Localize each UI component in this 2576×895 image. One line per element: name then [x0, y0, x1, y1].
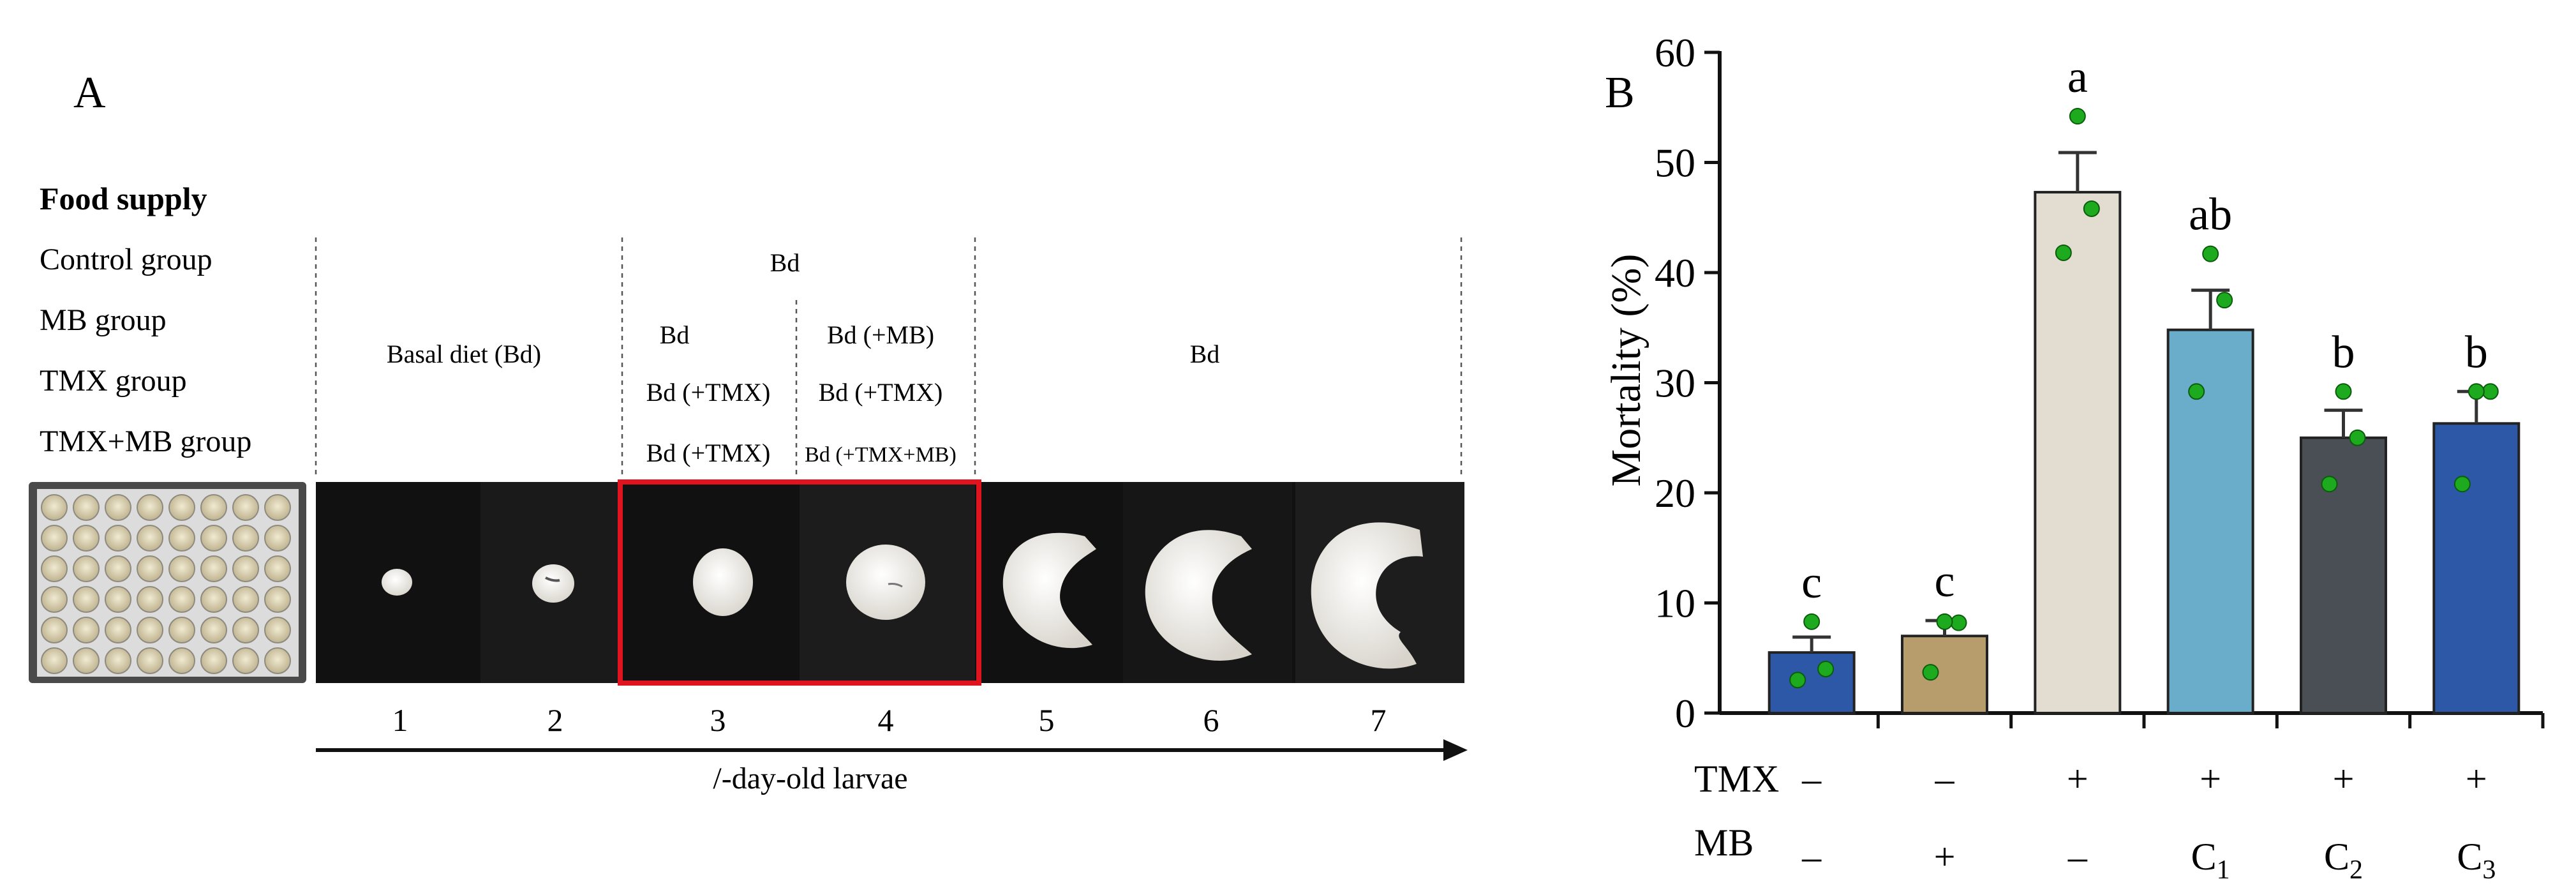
y-tick-label: 0 [1675, 691, 1695, 736]
day-label-7: 7 [1371, 702, 1387, 738]
y-tick-label: 50 [1655, 140, 1695, 186]
bar [1768, 651, 1856, 714]
panel-a: A Food supply Control group MB group TMX… [29, 68, 1468, 795]
bar [1901, 635, 1988, 714]
data-point [2453, 476, 2471, 493]
data-point [2482, 383, 2499, 400]
timeline-label: /-day-old larvae [713, 762, 907, 795]
factor-row-label: TMX [1694, 758, 1779, 800]
timeline-arrow [316, 739, 1468, 761]
data-point [2188, 383, 2205, 400]
phase3-label: Bd [1190, 340, 1220, 368]
data-point [1789, 672, 1806, 689]
phase2-col4-mb: Bd (+MB) [827, 320, 934, 349]
data-point [2216, 292, 2233, 309]
phase1-label: Basal diet (Bd) [387, 340, 541, 368]
group-label-tmx: TMX group [40, 364, 187, 398]
larva-day2 [532, 564, 574, 603]
larva-day1 [382, 569, 412, 596]
day-label-3: 3 [710, 702, 726, 738]
y-tick-label: 30 [1655, 361, 1695, 406]
phase2-col3-tmx: Bd (+TMX) [646, 378, 771, 407]
factor-sign: C1 [2191, 836, 2230, 885]
y-tick-label: 60 [1655, 30, 1695, 75]
data-point [1936, 613, 1953, 630]
bar [2034, 191, 2122, 714]
y-axis-title: Mortality (%) [1603, 254, 1649, 487]
factor-sign: + [2200, 758, 2221, 800]
factor-sign: + [1934, 836, 1956, 878]
group-label-control: Control group [40, 243, 212, 276]
larva-day3 [693, 548, 753, 616]
food-supply-header: Food supply [40, 181, 207, 216]
phase-separators [315, 237, 1463, 476]
factor-row-label: MB [1694, 822, 1753, 864]
phase2-col3-control: Bd [660, 320, 690, 349]
data-point [2055, 244, 2072, 261]
data-point [1922, 664, 1939, 681]
significance-letter: c [1801, 557, 1822, 608]
factor-sign: – [2067, 836, 2088, 878]
day-label-6: 6 [1203, 702, 1219, 738]
data-point [2202, 245, 2219, 262]
phase2-col4-tmx: Bd (+TMX) [819, 378, 943, 407]
phase2-col4-tmx-mb: Bd (+TMX+MB) [805, 443, 957, 467]
group-label-mb: MB group [40, 303, 167, 337]
factor-sign: – [1801, 836, 1822, 878]
factor-sign: + [2067, 758, 2088, 800]
phase2-col3-tmx-mb: Bd (+TMX) [646, 439, 771, 467]
panel-b-letter: B [1605, 68, 1635, 117]
factor-sign: – [1801, 758, 1822, 800]
day-label-2: 2 [547, 702, 563, 738]
bar [2432, 422, 2520, 714]
data-point [1950, 614, 1967, 631]
larva-day6 [1145, 530, 1252, 661]
factor-sign: – [1935, 758, 1955, 800]
bar [2300, 436, 2387, 714]
larva-day5 [1002, 532, 1096, 649]
data-point [2335, 383, 2352, 400]
data-point [2069, 108, 2086, 125]
factor-sign: + [2466, 758, 2487, 800]
data-point [1817, 661, 1835, 677]
day-label-4: 4 [878, 702, 894, 738]
data-point [1803, 613, 1820, 630]
data-point [2468, 383, 2485, 400]
data-point [2083, 200, 2100, 217]
group-label-tmx-mb: TMX+MB group [40, 425, 251, 458]
multiwell-plate-image [29, 482, 306, 683]
day-label-5: 5 [1039, 702, 1055, 738]
significance-letter: b [2332, 326, 2355, 377]
y-tick-label: 40 [1655, 250, 1695, 296]
factor-sign: C2 [2324, 836, 2363, 885]
larvae-photo-strip [316, 482, 1464, 683]
factor-sign: C3 [2457, 836, 2496, 885]
significance-letter: a [2067, 51, 2088, 102]
highlight-box [618, 479, 981, 686]
y-tick-label: 10 [1655, 581, 1695, 626]
day-label-1: 1 [392, 702, 408, 738]
data-point [2321, 476, 2338, 493]
bar [2166, 328, 2254, 714]
significance-letter: c [1935, 555, 1955, 606]
larva-day7 [1311, 522, 1423, 669]
larva-day4 [846, 545, 925, 620]
factor-sign: + [2333, 758, 2355, 800]
phase2-top-label: Bd [770, 248, 800, 277]
data-point [2349, 429, 2366, 446]
significance-letter: ab [2189, 189, 2232, 240]
significance-letter: b [2465, 326, 2488, 377]
y-tick-label: 20 [1655, 470, 1695, 516]
panel-a-letter: A [73, 68, 106, 117]
